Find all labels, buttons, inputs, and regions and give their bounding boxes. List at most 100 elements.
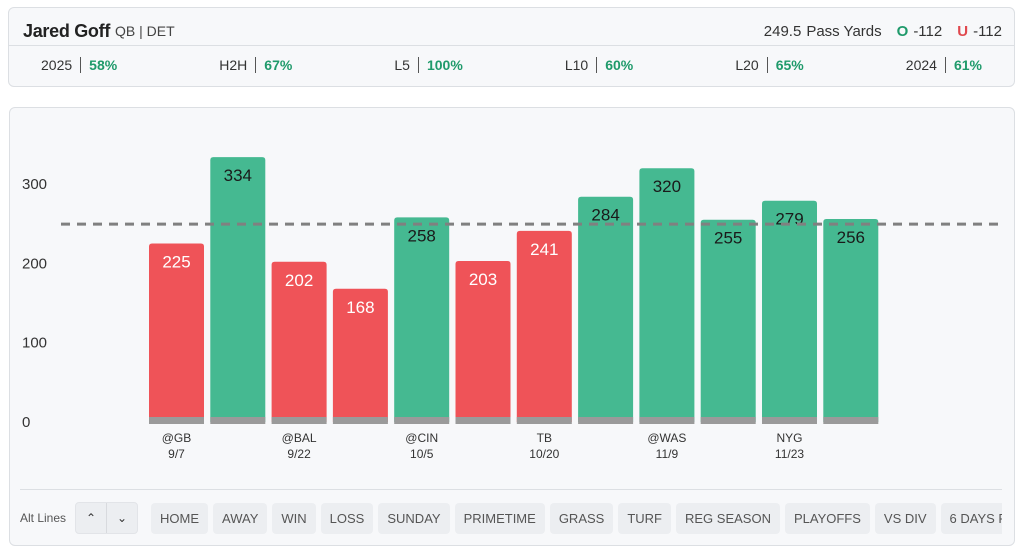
- bar: [271, 261, 327, 422]
- bar: [639, 168, 695, 422]
- under-odds[interactable]: -112: [973, 22, 1002, 40]
- y-tick-label: 100: [22, 335, 47, 352]
- player-name: Jared Goff: [23, 20, 111, 41]
- filter-button[interactable]: WIN: [272, 502, 316, 534]
- bar-base: [516, 417, 572, 424]
- y-tick-label: 300: [22, 176, 47, 193]
- prop: 249.5 Pass Yards O -112 U -112: [764, 23, 1002, 40]
- chart-card: 0 100 200 300 225 @GB 9/7 334 202 @BAL 9/22 168 258 @…: [9, 107, 1015, 546]
- bar-base: [578, 417, 634, 424]
- divider: [9, 45, 1014, 46]
- stat-label: L5: [394, 57, 410, 73]
- stat-value: 100%: [417, 57, 463, 73]
- x-tick-date: 10/5: [410, 447, 434, 461]
- stat-label: 2024: [905, 57, 937, 73]
- bar: [332, 288, 388, 422]
- stat: L10 60%: [565, 57, 633, 73]
- x-tick-date: 10/20: [529, 447, 559, 461]
- y-tick-label: 200: [22, 255, 47, 272]
- x-tick-date: 11/9: [656, 447, 679, 461]
- filter-button[interactable]: AWAY: [213, 502, 268, 534]
- header-row: Jared Goff QB | DET 249.5 Pass Yards O -…: [23, 16, 1002, 46]
- alt-lines-stepper: ⌃ ⌄: [75, 502, 139, 534]
- filter-button[interactable]: PLAYOFFS: [784, 502, 870, 534]
- value-label: 279: [775, 210, 803, 229]
- chart: 0 100 200 300 225 @GB 9/7 334 202 @BAL 9/22 168 258 @…: [22, 157, 1000, 461]
- bar-base: [639, 417, 695, 424]
- bar-base: [149, 417, 204, 424]
- filter-button[interactable]: GRASS: [549, 502, 614, 534]
- filter-button[interactable]: TURF: [618, 502, 671, 534]
- bar-base: [823, 417, 879, 424]
- alt-lines-label: Alt Lines: [20, 511, 67, 525]
- over-label[interactable]: O: [896, 22, 909, 40]
- value-label: 284: [591, 206, 619, 225]
- stat-value: 65%: [766, 57, 804, 73]
- bar: [149, 243, 204, 422]
- over-odds[interactable]: -112: [913, 22, 943, 40]
- under-label[interactable]: U: [957, 22, 969, 40]
- bar: [210, 157, 266, 423]
- bar: [762, 200, 817, 422]
- x-tick-label: TB: [537, 431, 552, 445]
- value-label: 225: [162, 253, 190, 272]
- stat-value: 67%: [255, 57, 292, 73]
- x-tick-date: 11/23: [775, 447, 804, 461]
- stat-label: L10: [564, 57, 589, 73]
- stat-label: H2H: [219, 57, 248, 73]
- bar: [394, 217, 450, 422]
- x-tick-date: 9/7: [168, 447, 185, 461]
- bar-base: [762, 417, 817, 424]
- bar: [578, 196, 634, 422]
- bar-base: [455, 417, 511, 424]
- filter-button[interactable]: REG SEASON: [676, 502, 780, 534]
- x-tick-label: @GB: [162, 431, 192, 445]
- x-tick-label: @CIN: [405, 431, 438, 445]
- stat-value: 60%: [596, 57, 633, 73]
- filter-button[interactable]: SUNDAY: [378, 502, 450, 534]
- value-label: 202: [285, 271, 313, 290]
- step-up[interactable]: ⌃: [76, 503, 108, 533]
- value-label: 258: [408, 226, 436, 245]
- stat: 2024 61%: [906, 57, 982, 73]
- stat-label: 2025: [41, 57, 73, 73]
- bar-base: [332, 417, 388, 424]
- stat: L20 65%: [735, 57, 804, 73]
- line: 249.5: [763, 22, 802, 40]
- value-label: 256: [837, 228, 865, 247]
- stat: H2H 67%: [219, 57, 292, 73]
- header-card: Jared Goff QB | DET 249.5 Pass Yards O -…: [8, 7, 1015, 87]
- stat-value: 58%: [80, 57, 117, 73]
- player-position: QB | DET: [115, 23, 175, 39]
- stat-label: L20: [735, 57, 759, 73]
- bar-base: [210, 417, 266, 424]
- filter-button[interactable]: 6 DAYS REST: [940, 502, 1002, 534]
- value-label: 203: [469, 270, 497, 289]
- market: Pass Yards: [806, 22, 882, 40]
- x-tick-date: 9/22: [287, 447, 311, 461]
- bar-base: [700, 417, 756, 424]
- bar: [823, 218, 879, 422]
- filter-button[interactable]: PRIMETIME: [454, 502, 545, 534]
- stat: L5 100%: [394, 57, 463, 73]
- stat-value: 61%: [944, 57, 982, 73]
- stats: 2025 58% H2H 67% L5 100% L10 60% L20 65% 2024 61%: [41, 57, 982, 73]
- step-down[interactable]: ⌄: [117, 511, 128, 525]
- bar: [455, 260, 511, 422]
- filter-button[interactable]: VS DIV: [874, 502, 936, 534]
- filters: Alt Lines ⌃ ⌄ HOME AWAY WIN LOSS SUNDAY PRIME…: [20, 489, 1002, 534]
- x-tick-label: @WAS: [647, 431, 686, 445]
- filter-button[interactable]: LOSS: [320, 502, 374, 534]
- filter-button[interactable]: HOME: [151, 502, 209, 534]
- value-label: 320: [653, 177, 681, 196]
- value-label: 241: [530, 240, 558, 259]
- value-label: 168: [346, 298, 374, 317]
- value-label: 255: [714, 229, 742, 248]
- bar: [516, 230, 572, 422]
- stat: 2025 58%: [41, 57, 117, 73]
- y-tick-label: 0: [22, 414, 30, 431]
- x-tick-label: @BAL: [282, 431, 317, 445]
- bar: [700, 219, 756, 422]
- value-label: 334: [224, 166, 252, 185]
